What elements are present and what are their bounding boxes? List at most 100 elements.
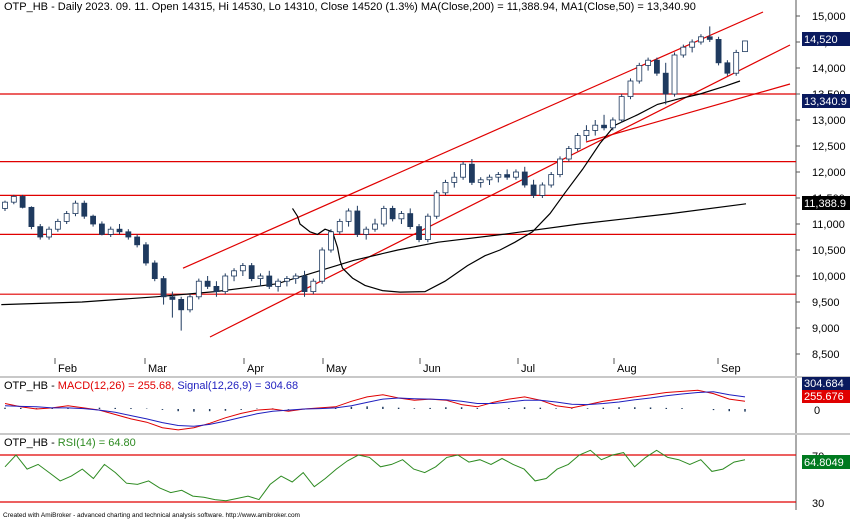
candle-body bbox=[601, 124, 607, 129]
candle-body bbox=[424, 215, 431, 240]
candle-body bbox=[557, 158, 563, 175]
price-panel[interactable]: 15,00014,50014,00013,50013,00012,50012,0… bbox=[0, 0, 850, 376]
candle-body bbox=[187, 296, 193, 311]
macd-lines bbox=[4, 389, 746, 431]
rsi-value-label: 64.8049 bbox=[802, 455, 850, 469]
rsi-series-line bbox=[4, 449, 746, 502]
svg-text:304.684: 304.684 bbox=[804, 378, 844, 390]
candle-body bbox=[37, 226, 44, 238]
rsi-tick-30: 30 bbox=[812, 498, 824, 510]
candle-body bbox=[257, 275, 264, 279]
svg-text:14,520: 14,520 bbox=[804, 34, 838, 46]
footer-credit: Created with AmiBroker - advanced charti… bbox=[3, 512, 300, 519]
candle-body bbox=[574, 135, 581, 150]
panel-divider bbox=[0, 376, 850, 378]
candle-body bbox=[689, 41, 696, 48]
candle-body bbox=[2, 201, 8, 209]
candle-body bbox=[706, 36, 713, 40]
candle-body bbox=[222, 275, 229, 292]
month-tick-label: Apr bbox=[247, 363, 264, 375]
month-tick-label: Aug bbox=[617, 363, 637, 375]
month-tick-label: Mar bbox=[148, 363, 167, 375]
channel-upper-line bbox=[182, 11, 764, 269]
candle-body bbox=[407, 213, 414, 228]
candle-body bbox=[19, 196, 26, 208]
candle-body bbox=[310, 280, 317, 293]
macd-zero-tick: 0 bbox=[814, 405, 820, 417]
candle-body bbox=[151, 262, 158, 279]
candle-body bbox=[583, 129, 590, 136]
svg-text:13,340.9: 13,340.9 bbox=[804, 96, 847, 108]
candle-body bbox=[416, 226, 422, 241]
candle-body bbox=[284, 278, 290, 282]
candle-body bbox=[10, 196, 17, 203]
candle-body bbox=[380, 207, 387, 225]
candle-body bbox=[398, 213, 405, 220]
price-y-tick: 9,000 bbox=[812, 323, 840, 335]
candle-body bbox=[433, 192, 440, 217]
macd-panel[interactable]: OTP_HB - MACD(12,26) = 255.68, Signal(12… bbox=[4, 377, 850, 433]
month-tick-label: Jun bbox=[423, 363, 441, 375]
signal-line bbox=[4, 391, 746, 427]
candle-body bbox=[609, 119, 616, 129]
candle-body bbox=[513, 171, 519, 178]
ma200-value-label: 11,388.9 bbox=[802, 196, 850, 210]
candle-body bbox=[195, 280, 202, 298]
macd-header: OTP_HB - MACD(12,26) = 255.68, Signal(12… bbox=[4, 380, 298, 392]
candle-body bbox=[72, 202, 79, 214]
candle-body bbox=[442, 181, 449, 194]
candle-body bbox=[275, 280, 281, 287]
candle-body bbox=[548, 174, 555, 186]
moving-average-lines bbox=[1, 80, 747, 306]
candle-body bbox=[28, 206, 35, 228]
price-y-tick: 12,500 bbox=[812, 141, 846, 153]
ma50-line bbox=[291, 80, 741, 293]
candle-body bbox=[680, 46, 687, 56]
candle-body bbox=[486, 176, 493, 181]
svg-text:11,388.9: 11,388.9 bbox=[804, 198, 846, 210]
rsi-line bbox=[4, 449, 746, 502]
rsi-header-value: RSI(14) = 64.80 bbox=[58, 437, 136, 449]
candle-body bbox=[521, 171, 528, 186]
price-y-tick: 12,000 bbox=[812, 167, 846, 179]
candle-body bbox=[698, 36, 704, 43]
candle-body bbox=[301, 275, 308, 292]
price-y-tick: 13,000 bbox=[812, 115, 846, 127]
candle-body bbox=[116, 228, 123, 233]
price-y-tick: 15,000 bbox=[812, 11, 846, 23]
price-header-ma200: MA(Close,200) = 11,388.94, bbox=[421, 1, 561, 13]
candle-body bbox=[143, 244, 149, 264]
price-y-tick: 9,500 bbox=[812, 297, 840, 309]
rsi-header: OTP_HB - RSI(14) = 64.80 bbox=[4, 437, 136, 449]
price-y-tick: 10,000 bbox=[812, 271, 846, 283]
month-tick-label: Jul bbox=[521, 363, 535, 375]
candle-body bbox=[539, 184, 546, 196]
candle-body bbox=[451, 176, 458, 183]
candle-body bbox=[336, 220, 343, 233]
candle-body bbox=[107, 228, 114, 235]
candle-body bbox=[54, 220, 61, 230]
candle-body bbox=[363, 228, 370, 235]
price-horizontal-lines bbox=[0, 93, 796, 295]
candle-body bbox=[354, 210, 361, 235]
candle-body bbox=[319, 249, 326, 282]
price-header-ma50: MA1(Close,50) = 13,340.90 bbox=[561, 1, 696, 13]
candle-body bbox=[125, 231, 132, 238]
candle-body bbox=[389, 207, 396, 220]
candle-body bbox=[645, 59, 651, 66]
svg-text:64.8049: 64.8049 bbox=[804, 457, 844, 469]
candle-body bbox=[63, 213, 70, 222]
candle-body bbox=[592, 124, 599, 131]
candle-body bbox=[627, 80, 634, 97]
candle-body bbox=[178, 298, 185, 311]
candle-body bbox=[134, 236, 141, 246]
rsi-panel[interactable]: OTP_HB - RSI(14) = 64.80 70 30 64.8049 bbox=[0, 435, 850, 510]
panel-divider bbox=[0, 433, 850, 435]
candle-body bbox=[671, 54, 678, 95]
channel-inner-line bbox=[585, 83, 791, 143]
price-header-symbol: OTP_HB - Daily 2023. 09. 11. Open 14315,… bbox=[4, 1, 696, 13]
candle-body bbox=[618, 96, 625, 121]
candle-body bbox=[160, 278, 167, 298]
price-y-tick: 8,500 bbox=[812, 349, 840, 361]
